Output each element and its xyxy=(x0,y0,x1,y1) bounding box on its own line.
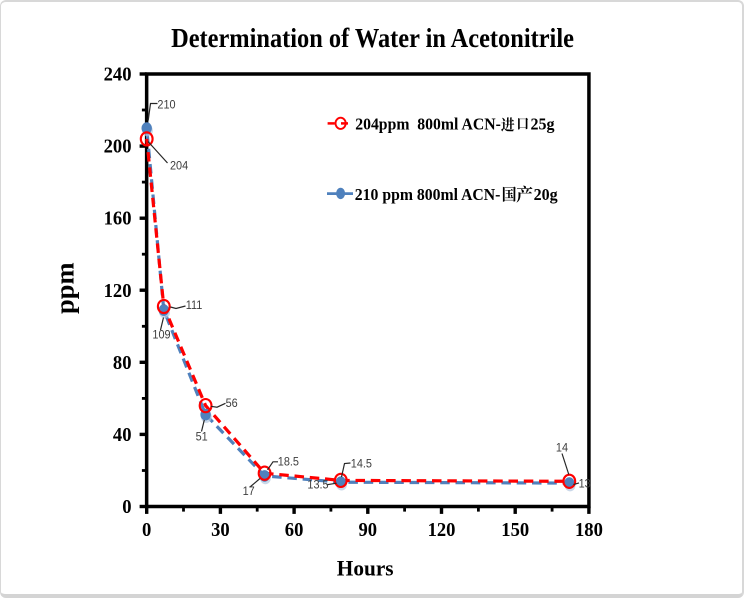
svg-text:Determination of Water in Acet: Determination of Water in Acetonitrile xyxy=(171,22,574,53)
svg-text:Hours: Hours xyxy=(337,556,394,581)
svg-text:20g: 20g xyxy=(534,185,559,205)
svg-text:204: 204 xyxy=(170,160,188,172)
svg-text:13: 13 xyxy=(579,478,591,490)
svg-text:40: 40 xyxy=(113,424,132,446)
svg-text:240: 240 xyxy=(104,64,132,86)
svg-text:0: 0 xyxy=(122,496,131,518)
svg-text:0: 0 xyxy=(142,519,151,541)
svg-text:60: 60 xyxy=(285,519,304,541)
svg-text:150: 150 xyxy=(501,519,529,541)
svg-text:14: 14 xyxy=(556,442,568,454)
svg-text:120: 120 xyxy=(428,519,456,541)
svg-text:80: 80 xyxy=(113,352,132,374)
svg-text:120: 120 xyxy=(104,280,132,302)
svg-text:90: 90 xyxy=(358,519,377,541)
svg-text:210: 210 xyxy=(157,99,175,111)
svg-text:180: 180 xyxy=(575,519,603,541)
svg-text:109: 109 xyxy=(152,329,170,341)
svg-text:56: 56 xyxy=(226,398,238,410)
svg-text:25g: 25g xyxy=(531,114,556,134)
svg-text:160: 160 xyxy=(104,208,132,230)
svg-text:14.5: 14.5 xyxy=(351,458,372,470)
svg-text:17: 17 xyxy=(243,486,255,498)
svg-text:13.5: 13.5 xyxy=(307,479,328,491)
svg-text:51: 51 xyxy=(196,431,208,443)
svg-text:111: 111 xyxy=(186,300,203,312)
svg-text:204ppm 800ml ACN-: 204ppm 800ml ACN- xyxy=(355,114,501,134)
svg-text:ppm: ppm xyxy=(50,262,80,314)
svg-text:200: 200 xyxy=(104,136,132,158)
svg-text:30: 30 xyxy=(211,519,230,541)
svg-text:18.5: 18.5 xyxy=(278,456,299,468)
svg-text:210 ppm 800ml ACN-: 210 ppm 800ml ACN- xyxy=(355,185,501,205)
